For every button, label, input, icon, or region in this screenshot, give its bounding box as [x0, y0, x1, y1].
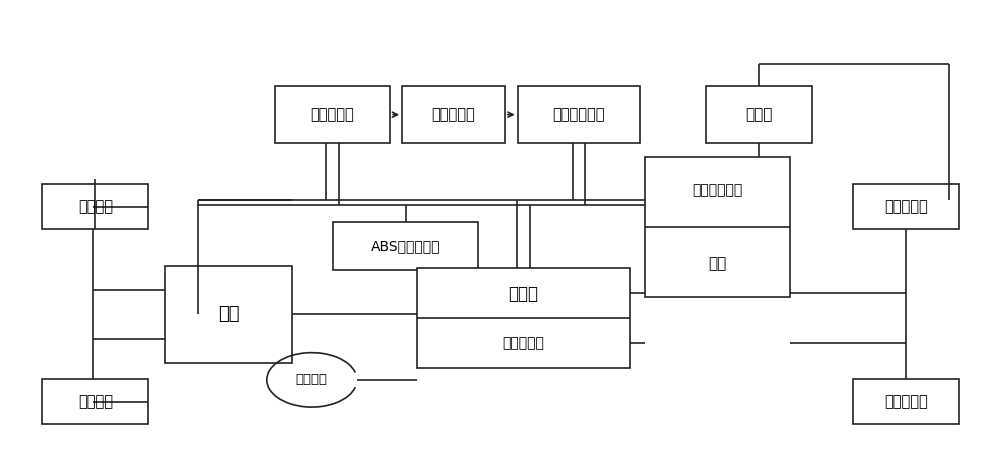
Bar [706, 86, 812, 143]
Bar [42, 184, 148, 229]
Bar [518, 86, 640, 143]
Text: 液压制动系统: 液压制动系统 [553, 107, 605, 122]
Bar [853, 379, 959, 424]
Text: 电池管理系统: 电池管理系统 [692, 183, 743, 197]
Text: 压力传感器: 压力传感器 [432, 107, 475, 122]
Bar [42, 379, 148, 424]
Text: 左驱动轮: 左驱动轮 [78, 394, 113, 409]
Text: 电机: 电机 [218, 305, 239, 323]
Bar [333, 222, 478, 270]
Text: 整车控制器: 整车控制器 [311, 107, 354, 122]
Text: ABS防抱死系统: ABS防抱死系统 [371, 239, 441, 253]
Text: 左非驱动轮: 左非驱动轮 [884, 394, 928, 409]
Text: 右驱动轮: 右驱动轮 [78, 199, 113, 214]
Text: 电机控制器: 电机控制器 [503, 337, 544, 350]
Bar [417, 268, 630, 368]
Bar [165, 265, 292, 363]
Bar [275, 86, 390, 143]
Text: 右非驱动轮: 右非驱动轮 [884, 199, 928, 214]
Text: 制动踏板: 制动踏板 [296, 373, 328, 386]
Text: 充电器: 充电器 [745, 107, 772, 122]
Bar [853, 184, 959, 229]
Text: 电池: 电池 [708, 256, 727, 271]
Bar [645, 156, 790, 297]
Text: 转换器: 转换器 [509, 285, 539, 303]
Bar [402, 86, 505, 143]
